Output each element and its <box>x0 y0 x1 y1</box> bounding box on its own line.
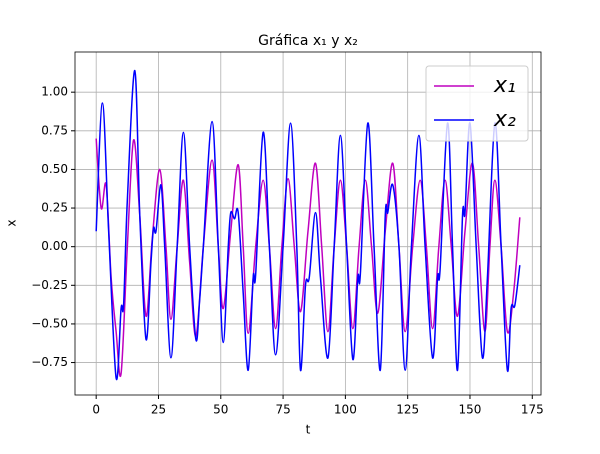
series-line <box>95 138 521 377</box>
x-tick-label: 75 <box>275 403 290 417</box>
x-tick-label: 25 <box>151 403 166 417</box>
y-tick-label: −0.25 <box>31 278 68 292</box>
y-tick-label: 0.75 <box>41 123 68 137</box>
y-tick-label: 0.50 <box>41 162 68 176</box>
legend-label: x₁ <box>493 73 516 98</box>
series-line <box>95 69 521 381</box>
x-tick-label: 175 <box>521 403 544 417</box>
legend-box <box>425 65 529 142</box>
y-tick-label: 0.25 <box>41 201 68 215</box>
legend-label: x₂ <box>493 107 516 132</box>
y-tick-label: 1.00 <box>41 85 68 99</box>
chart-title: Gráfica x₁ y x₂ <box>258 33 358 49</box>
plot-frame <box>74 51 542 396</box>
y-tick-label: −0.50 <box>31 316 68 330</box>
y-tick-label: −0.75 <box>31 355 68 369</box>
x-tick-label: 0 <box>92 403 100 417</box>
x-tick-label: 125 <box>396 403 419 417</box>
x-axis-label: t <box>306 423 311 437</box>
x-tick-label: 50 <box>213 403 228 417</box>
x-tick-label: 150 <box>459 403 482 417</box>
y-tick-label: 0.00 <box>41 239 68 253</box>
y-axis-label: x <box>5 219 19 226</box>
x-tick-label: 100 <box>334 403 357 417</box>
